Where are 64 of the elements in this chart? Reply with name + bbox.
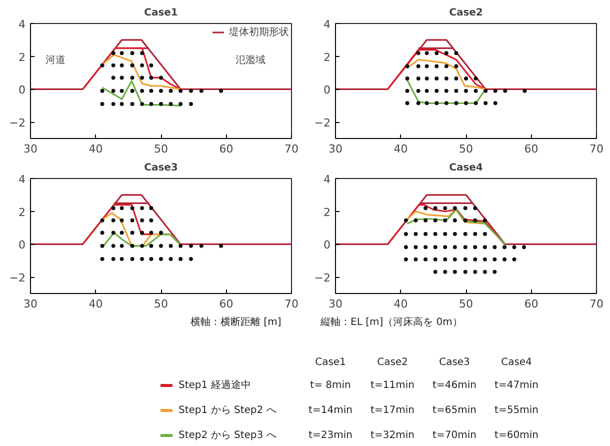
x-tick-label: 60 bbox=[219, 142, 234, 156]
data-label: t=32min bbox=[370, 430, 414, 441]
y-tick-label: −2 bbox=[314, 272, 331, 285]
data-label: t=23min bbox=[308, 430, 352, 441]
x-tick-label: 60 bbox=[524, 298, 538, 310]
x-tick-label: 30 bbox=[328, 298, 342, 310]
x-tick-label: 50 bbox=[154, 298, 168, 310]
data-label: t=65min bbox=[432, 405, 476, 416]
category-label: Case2 bbox=[377, 357, 408, 368]
x-tick-label: 60 bbox=[219, 298, 234, 310]
text: 横軸：横断距離 [m] bbox=[190, 316, 282, 328]
y-tick-label: 2 bbox=[324, 206, 330, 219]
chart-title: Case1 bbox=[144, 8, 178, 18]
data-label: t=46min bbox=[432, 380, 476, 391]
y-tick-label: 2 bbox=[18, 206, 26, 219]
legend-label: Step1 経過途中 bbox=[178, 379, 251, 391]
x-tick-label: 40 bbox=[88, 298, 103, 310]
category-label: Case1 bbox=[315, 357, 346, 368]
x-tick-label: 70 bbox=[590, 298, 604, 310]
data-label: t=70min bbox=[432, 430, 476, 441]
text: 縦軸：EL [m]（河床高を 0m） bbox=[320, 316, 462, 328]
x-tick-label: 50 bbox=[459, 298, 473, 310]
y-tick-label: 0 bbox=[324, 238, 330, 252]
y-tick-label: 4 bbox=[18, 173, 26, 186]
y-tick-label: −2 bbox=[9, 116, 26, 130]
annotation: 氾濫域 bbox=[236, 54, 266, 66]
y-tick-label: 0 bbox=[18, 238, 26, 252]
x-tick-label: 40 bbox=[88, 142, 103, 156]
x-tick-label: 30 bbox=[328, 142, 342, 156]
y-tick-label: 4 bbox=[324, 173, 330, 186]
y-tick-label: 4 bbox=[18, 18, 26, 31]
y-tick-label: 2 bbox=[324, 50, 330, 64]
chart-title: Case2 bbox=[449, 8, 483, 18]
x-tick-label: 70 bbox=[284, 298, 298, 310]
legend-label: 堤体初期形状 bbox=[229, 26, 289, 39]
category-label: Case3 bbox=[439, 357, 470, 368]
x-tick-label: 40 bbox=[394, 142, 408, 156]
x-tick-label: 40 bbox=[394, 298, 408, 310]
x-tick-label: 60 bbox=[524, 142, 538, 156]
data-label: t= 8min bbox=[310, 380, 351, 391]
data-label: t=60min bbox=[494, 430, 538, 441]
x-tick-label: 50 bbox=[154, 142, 168, 156]
chart-title: Case3 bbox=[144, 162, 178, 174]
annotation: 河道 bbox=[46, 54, 66, 66]
legend-label: Step2 から Step3 へ bbox=[178, 430, 276, 441]
y-tick-label: 0 bbox=[324, 84, 330, 97]
data-label: t=55min bbox=[494, 405, 538, 416]
x-tick-label: 50 bbox=[459, 142, 473, 156]
x-tick-label: 70 bbox=[590, 142, 604, 156]
y-tick-label: −2 bbox=[314, 116, 331, 130]
category-label: Case4 bbox=[501, 357, 532, 368]
x-tick-label: 30 bbox=[24, 298, 38, 310]
data-label: t=14min bbox=[308, 405, 352, 416]
x-tick-label: 70 bbox=[284, 142, 298, 156]
y-tick-label: 0 bbox=[18, 84, 26, 97]
data-label: t=17min bbox=[370, 405, 414, 416]
chart-title: Case4 bbox=[449, 162, 483, 174]
y-tick-label: −2 bbox=[9, 272, 26, 285]
y-tick-label: 4 bbox=[324, 18, 330, 31]
x-tick-label: 30 bbox=[24, 142, 38, 156]
data-label: t=47min bbox=[494, 380, 538, 391]
legend-label: Step1 から Step2 へ bbox=[178, 405, 276, 416]
y-tick-label: 2 bbox=[18, 50, 26, 64]
data-label: t=11min bbox=[370, 380, 414, 391]
